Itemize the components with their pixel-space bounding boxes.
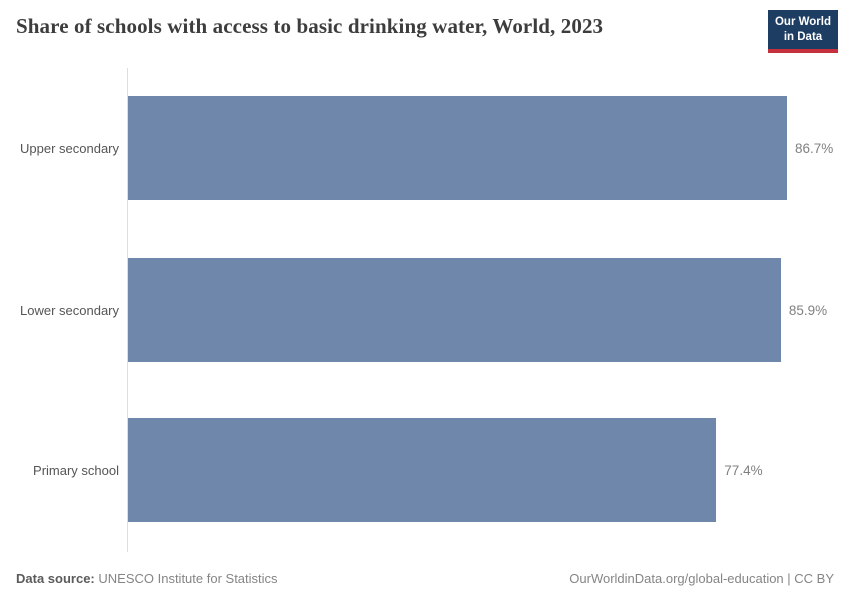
data-source-note: Data source: UNESCO Institute for Statis…	[16, 571, 278, 586]
data-source-value: UNESCO Institute for Statistics	[98, 571, 278, 586]
bar-row-upper-secondary: Upper secondary 86.7%	[0, 96, 850, 200]
y-axis-line	[127, 68, 128, 552]
owid-url-link[interactable]: OurWorldinData.org/global-education | CC…	[569, 571, 834, 586]
value-label-primary-school: 77.4%	[724, 462, 763, 478]
category-label-upper-secondary: Upper secondary	[20, 140, 119, 156]
value-label-lower-secondary: 85.9%	[788, 302, 828, 318]
bar-track: 77.4%	[128, 418, 787, 522]
bar-row-primary-school: Primary school 77.4%	[0, 418, 850, 522]
bar-lower-secondary[interactable]	[128, 258, 781, 362]
category-label-lower-secondary: Lower secondary	[20, 302, 119, 318]
owid-logo[interactable]: Our World in Data	[768, 10, 838, 53]
bar-track: 86.7%	[128, 96, 833, 200]
bar-track: 85.9%	[128, 258, 827, 362]
bar-upper-secondary[interactable]	[128, 96, 787, 200]
chart-title: Share of schools with access to basic dr…	[16, 14, 604, 38]
value-label-upper-secondary: 86.7%	[795, 140, 834, 156]
data-source-label: Data source:	[16, 571, 95, 586]
bar-primary-school[interactable]	[128, 418, 717, 522]
owid-logo-line2: in Data	[783, 30, 823, 43]
bar-row-lower-secondary: Lower secondary 85.9%	[0, 258, 850, 362]
category-label-primary-school: Primary school	[33, 462, 119, 478]
owid-logo-line1: Our World	[774, 16, 831, 29]
chart-footer: Data source: UNESCO Institute for Statis…	[16, 571, 834, 586]
